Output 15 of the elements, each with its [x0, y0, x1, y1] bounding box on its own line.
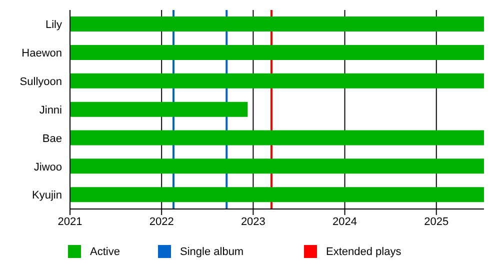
x-tick-label: 2022 [149, 216, 174, 228]
legend-label: Single album [180, 246, 244, 258]
x-tick-label: 2021 [58, 216, 82, 228]
y-tick-label: Lily [45, 19, 62, 32]
x-tick-label: 2025 [424, 216, 449, 228]
y-tick-label: Bae [42, 132, 62, 145]
y-tick-label: Sullyoon [20, 76, 62, 88]
y-tick-label: Jinni [39, 104, 62, 116]
y-tick-label: Kyujin [32, 190, 62, 202]
x-tick-label: 2023 [240, 216, 266, 228]
x-tick-label: 2024 [332, 216, 358, 228]
y-tick-label: Haewon [22, 48, 62, 60]
legend-label: Extended plays [326, 246, 402, 258]
y-tick-label: Jiwoo [34, 161, 62, 174]
legend-label: Active [90, 246, 120, 258]
